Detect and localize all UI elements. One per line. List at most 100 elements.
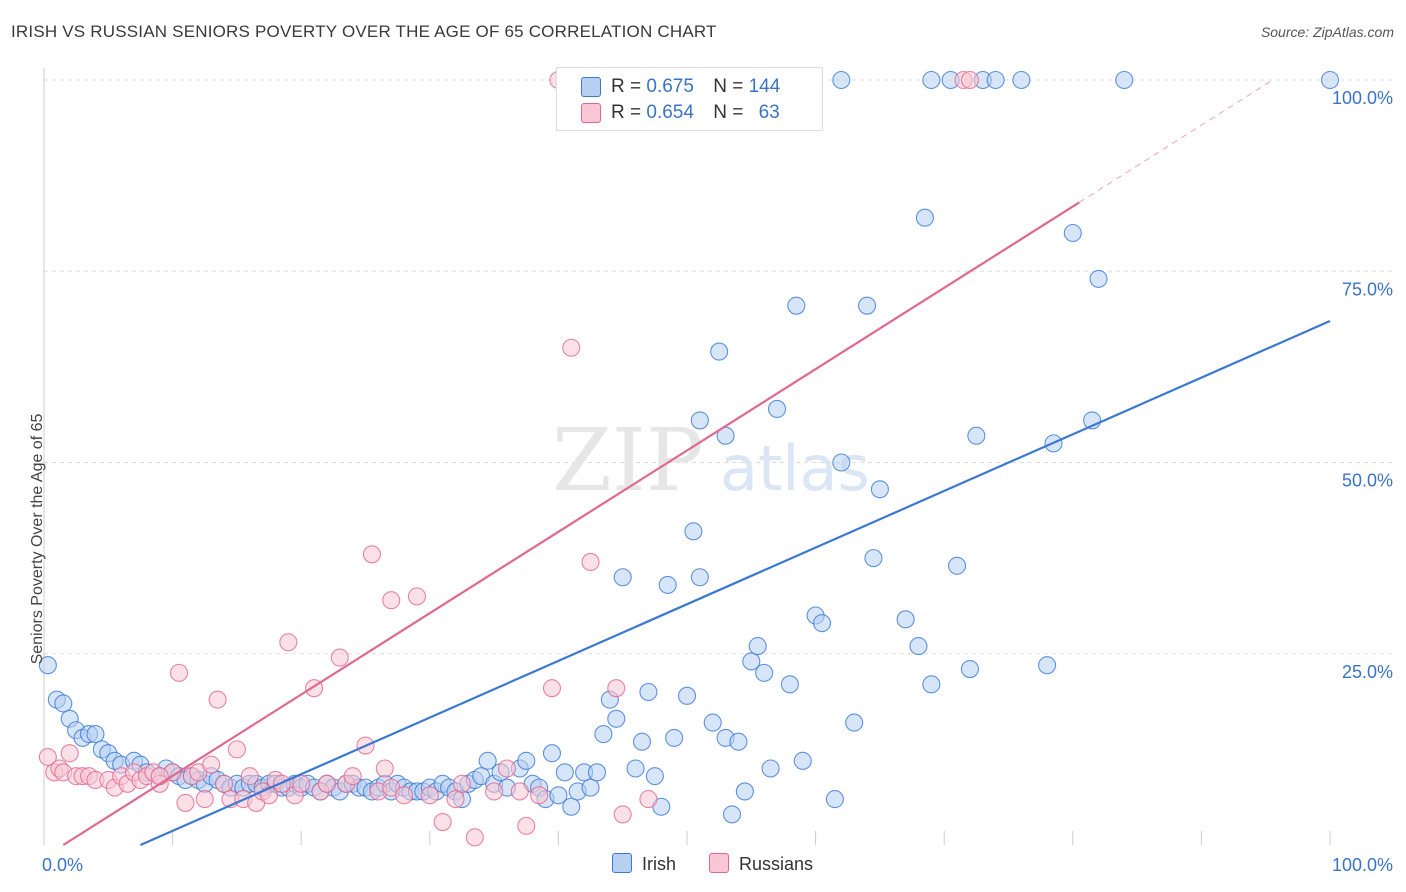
point-irish [645, 767, 664, 786]
point-irish [703, 713, 722, 732]
point-irish [542, 744, 562, 763]
point-irish [690, 411, 709, 430]
point-irish [710, 342, 729, 361]
point-irish [832, 453, 851, 472]
y-axis-label: Seniors Poverty Over the Age of 65 [29, 413, 46, 665]
point-irish [967, 426, 986, 445]
point-irish [1038, 656, 1057, 675]
point-irish [870, 480, 889, 499]
legend-irish-r-value: 0.675 [646, 76, 694, 97]
point-russians [375, 759, 394, 778]
point-russians [613, 805, 632, 824]
point-russians [530, 786, 549, 805]
point-irish [832, 70, 851, 90]
trend-layer [62, 79, 1331, 847]
point-russians [465, 828, 484, 847]
y-tick-label: 75.0% [1342, 279, 1393, 299]
point-irish [677, 686, 697, 705]
point-russians [542, 679, 562, 698]
legend-irish-r-label: R = [611, 76, 642, 97]
point-irish [555, 763, 574, 782]
point-russians [517, 816, 536, 835]
point-irish [478, 751, 497, 770]
legend-label-irish: Irish [642, 854, 677, 874]
point-irish [684, 522, 703, 541]
point-irish [748, 637, 767, 656]
legend-item-russians: Russians [709, 853, 813, 875]
point-russians [208, 690, 227, 709]
grid-layer [44, 79, 1395, 655]
x-tick-label: 0.0% [42, 855, 83, 875]
watermark: ZIP atlas [552, 411, 870, 511]
point-irish [722, 805, 742, 824]
point-irish [1012, 70, 1031, 90]
point-irish [896, 610, 915, 629]
legend-russians-n-label: N = [713, 102, 744, 123]
point-irish [922, 675, 941, 694]
point-irish [562, 797, 581, 816]
point-irish [909, 637, 928, 656]
tick-layer: 25.0% 50.0% 75.0% 100.0% 0.0% 100.0% [42, 88, 1393, 875]
point-russians [150, 767, 169, 786]
point-irish [632, 732, 652, 751]
point-russians [420, 786, 439, 805]
point-irish [594, 725, 613, 744]
legend-swatch-russians [581, 103, 601, 123]
point-irish [735, 782, 754, 801]
legend-label-russians: Russians [739, 854, 814, 874]
legend-irish-n-label: N = [713, 76, 744, 97]
point-irish [787, 296, 806, 315]
point-irish [780, 675, 799, 694]
point-irish [587, 763, 607, 782]
point-irish [1115, 70, 1134, 90]
point-russians [960, 70, 979, 90]
point-russians [433, 812, 452, 832]
point-russians [639, 790, 658, 809]
point-irish [915, 208, 934, 227]
point-russians [60, 744, 79, 763]
point-irish [517, 751, 536, 770]
point-russians [240, 767, 259, 786]
point-irish [690, 568, 709, 587]
legend-russians-r-label: R = [611, 102, 642, 123]
point-irish [960, 659, 979, 679]
point-russians [202, 755, 221, 774]
point-irish [857, 296, 877, 315]
trendline-russians [62, 201, 1080, 846]
point-irish [607, 709, 626, 728]
point-russians [382, 591, 401, 610]
point-irish [761, 759, 780, 778]
point-russians [343, 767, 362, 786]
point-irish [922, 70, 941, 90]
chart-title: IRISH VS RUSSIAN SENIORS POVERTY OVER TH… [11, 22, 717, 41]
point-irish [1089, 269, 1108, 288]
point-irish [812, 614, 832, 633]
legend-swatch-russians-bottom [709, 853, 730, 873]
point-russians [510, 782, 529, 801]
point-irish [86, 725, 105, 744]
point-irish [729, 732, 748, 751]
point-irish [755, 663, 774, 682]
point-irish [948, 556, 967, 575]
point-irish [845, 713, 864, 732]
point-irish [54, 694, 73, 713]
point-irish [581, 778, 600, 797]
point-russians [169, 663, 189, 682]
point-russians [446, 790, 465, 809]
y-tick-label: 50.0% [1342, 471, 1393, 491]
point-russians [497, 759, 517, 778]
point-irish [38, 656, 57, 675]
legend-russians-r-value: 0.654 [646, 102, 694, 123]
point-russians [485, 782, 504, 801]
point-russians [38, 747, 57, 767]
legend-series: Irish Russians [612, 853, 841, 875]
y-tick-label: 100.0% [1332, 88, 1393, 108]
legend-stats: R = 0.675 N = 144 R = 0.654 N = 63 [556, 67, 823, 131]
point-irish [549, 786, 568, 805]
legend-russians-n-value: 63 [758, 102, 780, 123]
point-russians [607, 679, 626, 698]
point-irish [1063, 223, 1082, 243]
source-label: Source: ZipAtlas.com [1260, 24, 1394, 40]
point-russians [395, 786, 414, 805]
